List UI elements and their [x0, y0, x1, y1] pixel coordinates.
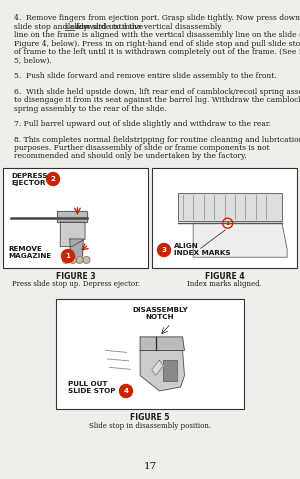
Text: Index marks aligned.: Index marks aligned. [187, 281, 262, 288]
Polygon shape [60, 222, 85, 247]
Text: purposes. Further disassembly of slide or frame components is not: purposes. Further disassembly of slide o… [14, 144, 270, 152]
Bar [152, 168, 297, 268]
Text: 4.  Remove fingers from ejection port. Grasp slide tightly. Now press down on: 4. Remove fingers from ejection port. Gr… [14, 14, 300, 22]
Text: 1: 1 [65, 253, 70, 259]
Circle shape [69, 256, 76, 263]
Text: slowly: slowly [65, 23, 89, 31]
Text: to disengage it from its seat against the barrel lug. Withdraw the camblock/reco: to disengage it from its seat against th… [14, 96, 300, 104]
Text: of frame to the left until it is withdrawn completely out of the frame. (See Fig: of frame to the left until it is withdra… [14, 48, 300, 56]
Text: 5, below).: 5, below). [14, 57, 52, 65]
Text: FIGURE 4: FIGURE 4 [205, 272, 244, 281]
Circle shape [46, 172, 59, 185]
Circle shape [76, 256, 83, 263]
Circle shape [119, 385, 133, 398]
Text: Press slide stop up. Depress ejector.: Press slide stop up. Depress ejector. [11, 281, 140, 288]
Polygon shape [70, 239, 83, 262]
Text: forward until the vertical disassembly: forward until the vertical disassembly [74, 23, 221, 31]
Polygon shape [140, 337, 184, 351]
Bar [178, 193, 282, 221]
Text: slide stop and allow slide to move: slide stop and allow slide to move [14, 23, 146, 31]
Bar [163, 360, 177, 381]
Circle shape [63, 256, 69, 263]
Text: 5.  Push slide forward and remove entire slide assembly to the front.: 5. Push slide forward and remove entire … [14, 72, 277, 80]
Text: spring assembly to the rear of the slide.: spring assembly to the rear of the slide… [14, 104, 166, 113]
Text: FIGURE 5: FIGURE 5 [130, 413, 170, 422]
Polygon shape [193, 223, 287, 257]
Bar [3, 168, 148, 268]
Text: REMOVE
MAGAZINE: REMOVE MAGAZINE [8, 246, 51, 259]
Text: ALIGN
INDEX MARKS: ALIGN INDEX MARKS [174, 243, 231, 256]
Text: 6.  With slide held upside down, lift rear end of camblock/recoil spring assembl: 6. With slide held upside down, lift rea… [14, 88, 300, 95]
Bar [56, 299, 244, 409]
Text: 17: 17 [143, 462, 157, 471]
Text: Figure 4, below). Press in on right-hand end of slide stop and pull slide stop o: Figure 4, below). Press in on right-hand… [14, 39, 300, 47]
Circle shape [83, 256, 90, 263]
Text: line on the frame is aligned with the vertical disassembly line on the slide (Se: line on the frame is aligned with the ve… [14, 31, 300, 39]
Circle shape [61, 250, 74, 262]
Text: 8. This completes normal fieldstripping for routine cleaning and lubrication: 8. This completes normal fieldstripping … [14, 136, 300, 144]
Polygon shape [56, 210, 87, 222]
Text: 2: 2 [50, 176, 56, 182]
Text: PULL OUT
SLIDE STOP: PULL OUT SLIDE STOP [68, 381, 116, 394]
Text: 3: 3 [161, 247, 166, 253]
Text: recommended and should only be undertaken by the factory.: recommended and should only be undertake… [14, 152, 247, 160]
Text: 4: 4 [124, 388, 128, 394]
Text: DISASSEMBLY
NOTCH: DISASSEMBLY NOTCH [132, 307, 188, 320]
Text: Slide stop in disassembly position.: Slide stop in disassembly position. [89, 422, 211, 430]
Polygon shape [140, 351, 184, 391]
Text: DEPRESS
EJECTOR: DEPRESS EJECTOR [11, 173, 48, 186]
Text: 1: 1 [225, 221, 230, 226]
Text: 7. Pull barrel upward out of slide slightly and withdraw to the rear.: 7. Pull barrel upward out of slide sligh… [14, 120, 271, 128]
Polygon shape [152, 360, 163, 376]
Text: FIGURE 3: FIGURE 3 [56, 272, 95, 281]
Circle shape [158, 243, 170, 256]
